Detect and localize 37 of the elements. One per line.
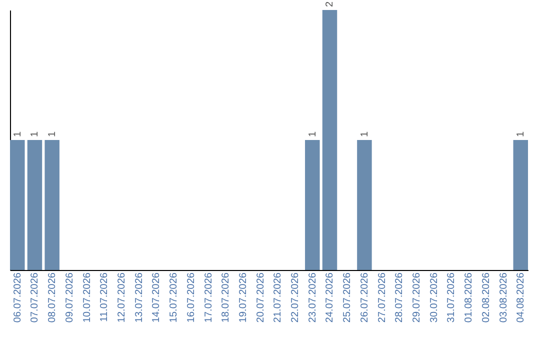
x-tick-label: 07.07.2026 (30, 272, 41, 323)
x-tick-label: 14.07.2026 (151, 272, 162, 323)
x-tick-label: 11.07.2026 (99, 272, 110, 322)
x-tick-label: 26.07.2026 (359, 272, 370, 323)
x-tick-label: 13.07.2026 (134, 272, 145, 323)
x-tick-label: 31.07.2026 (446, 272, 458, 323)
x-tick-label: 30.07.2026 (428, 272, 440, 323)
x-tick-label: 29.07.2026 (412, 272, 423, 323)
x-tick-label: 03.08.2026 (498, 272, 510, 323)
x-tick-label: 27.07.2026 (376, 272, 388, 323)
data-label: 1 (307, 131, 318, 137)
x-tick-label: 19.07.2026 (238, 272, 249, 323)
x-tick-label: 06.07.2026 (12, 272, 24, 323)
data-label: 1 (30, 131, 41, 137)
x-tick-label: 15.07.2026 (168, 272, 180, 323)
x-tick-label: 20.07.2026 (255, 272, 266, 323)
x-tick-label: 10.07.2026 (82, 272, 93, 323)
x-tick-label: 01.08.2026 (464, 272, 475, 323)
data-label: 2 (324, 1, 336, 7)
x-tick-label: 25.07.2026 (342, 272, 354, 323)
x-tick-label: 23.07.2026 (307, 272, 318, 323)
x-tick-label: 24.07.2026 (324, 272, 336, 323)
data-label: 1 (12, 131, 24, 137)
x-tick-label: 04.08.2026 (516, 272, 527, 323)
x-tick-label: 21.07.2026 (272, 272, 284, 323)
x-tick-label: 09.07.2026 (64, 272, 76, 323)
x-tick-label: 08.07.2026 (47, 272, 58, 323)
x-tick-label: 22.07.2026 (290, 272, 302, 323)
data-label: 1 (47, 131, 58, 137)
data-label: 1 (359, 131, 370, 137)
data-label: 1 (516, 131, 527, 137)
x-tick-label: 12.07.2026 (116, 272, 128, 323)
x-tick-label: 16.07.2026 (186, 272, 197, 323)
x-tick-label: 18.07.2026 (220, 272, 232, 323)
x-tick-label: 28.07.2026 (394, 272, 406, 323)
x-tick-label: 17.07.2026 (203, 272, 214, 323)
x-tick-label: 02.08.2026 (480, 272, 492, 323)
